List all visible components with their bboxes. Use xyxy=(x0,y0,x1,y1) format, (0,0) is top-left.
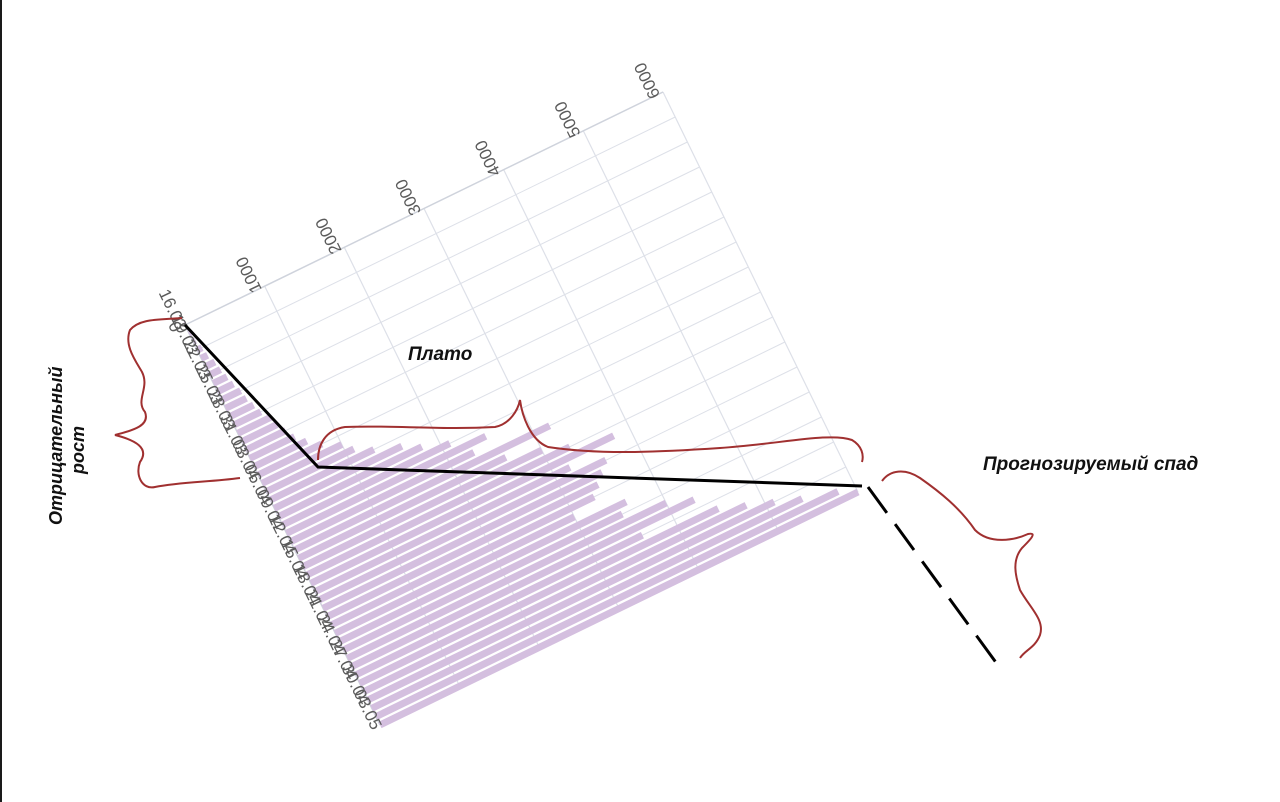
category-gridline xyxy=(245,216,725,451)
value-tick-2000: 2000 xyxy=(312,215,346,257)
bar-02.04 xyxy=(252,437,309,470)
bar-10.04 xyxy=(285,433,488,537)
bar-02.05 xyxy=(374,488,840,720)
value-axis-line xyxy=(184,91,664,326)
bar-23.03 xyxy=(211,373,229,387)
brace-negative-growth xyxy=(114,317,241,489)
category-gridline xyxy=(221,166,700,401)
value-tick-4000: 4000 xyxy=(471,137,505,179)
bar-27.03 xyxy=(228,401,256,420)
bar-26.03 xyxy=(224,395,248,412)
bar-21.04 xyxy=(329,493,596,629)
bar-09.04 xyxy=(280,440,452,529)
bar-29.04 xyxy=(362,502,748,695)
annotation-plateau: Плато xyxy=(408,344,472,365)
bar-22.04 xyxy=(333,513,576,637)
bar-21.03 xyxy=(203,358,217,370)
bar-25.04 xyxy=(345,499,668,662)
category-gridline xyxy=(257,241,737,476)
bar-20.04 xyxy=(325,481,600,620)
bar-01.04 xyxy=(248,433,297,462)
bar-31.03 xyxy=(244,427,288,454)
bar-20.03 xyxy=(199,352,210,362)
category-gridline xyxy=(196,116,676,351)
annotation-forecast-decline: Прогнозируемый спад xyxy=(983,454,1199,475)
value-tick-5000: 5000 xyxy=(551,98,585,140)
bar-27.04 xyxy=(354,532,644,679)
bar-04.04 xyxy=(260,441,344,487)
bar-28.03 xyxy=(232,408,263,429)
bar-22.03 xyxy=(207,366,223,379)
bar-16.04 xyxy=(309,432,616,587)
bar-18.03 xyxy=(191,337,198,345)
category-gridline xyxy=(209,141,688,376)
bar-08.04 xyxy=(276,443,424,520)
bar-06.04 xyxy=(268,446,376,504)
bar-18.04 xyxy=(317,457,608,604)
bar-28.04 xyxy=(358,505,720,687)
category-gridline xyxy=(233,191,712,426)
bar-15.04 xyxy=(305,443,572,579)
brace-forecast-decline xyxy=(881,470,1042,659)
bar-11.04 xyxy=(289,449,476,545)
bar-30.04 xyxy=(366,498,776,704)
bar-23.04 xyxy=(337,498,628,645)
bar-19.03 xyxy=(195,344,204,354)
bar-26.04 xyxy=(350,496,696,670)
trend-line-decline-dashed xyxy=(866,486,1002,669)
bar-03.05 xyxy=(378,488,860,729)
bar-29.03 xyxy=(236,413,273,437)
bar-07.04 xyxy=(272,443,404,512)
bars-layer xyxy=(183,321,860,729)
bar-19.04 xyxy=(321,469,604,612)
left-border-line xyxy=(0,0,2,802)
brace-plateau xyxy=(317,399,864,463)
bar-14.04 xyxy=(301,447,544,570)
bar-17.04 xyxy=(313,464,572,595)
bar-30.03 xyxy=(240,421,279,445)
bar-24.04 xyxy=(341,510,624,654)
value-tick-6000: 6000 xyxy=(630,59,664,101)
bar-24.03 xyxy=(215,380,235,395)
bar-13.04 xyxy=(297,454,508,562)
bar-17.03 xyxy=(187,329,193,337)
value-tick-3000: 3000 xyxy=(391,176,425,218)
bar-03.04 xyxy=(256,440,324,479)
annotation-negative-growth: Отрицательный рост xyxy=(46,366,88,525)
value-tick-1000: 1000 xyxy=(232,254,266,296)
bar-01.05 xyxy=(370,495,804,712)
bar-12.04 xyxy=(293,422,552,554)
bar-05.04 xyxy=(264,445,356,495)
bar-25.03 xyxy=(220,387,243,404)
trend-line-rise xyxy=(183,323,863,488)
